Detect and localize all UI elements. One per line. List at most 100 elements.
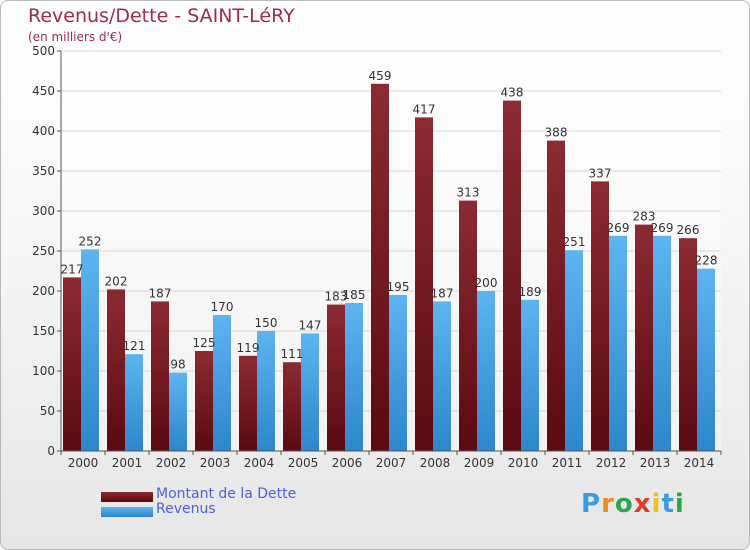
logo-letter: r (601, 489, 615, 519)
bar-revenue (477, 291, 495, 451)
legend-swatch-revenue (101, 507, 153, 517)
data-label-revenue: 228 (695, 254, 718, 268)
x-tick-label: 2010 (508, 456, 539, 470)
logo-letter: i (651, 489, 662, 519)
bar-revenue (301, 333, 319, 451)
proxiti-logo: Proxiti (581, 489, 685, 519)
data-label-debt: 283 (633, 210, 656, 224)
x-tick-label: 2003 (200, 456, 231, 470)
data-label-revenue: 98 (170, 358, 185, 372)
bar-revenue (257, 331, 275, 451)
chart-title: Revenus/Dette - SAINT-LéRY (28, 5, 295, 27)
y-tick-label: 400 (32, 124, 55, 138)
bar-revenue (697, 268, 715, 451)
bar-revenue (433, 301, 451, 451)
bar-revenue (609, 235, 627, 451)
bar-revenue (213, 315, 231, 451)
x-tick-label: 2005 (288, 456, 319, 470)
data-label-revenue: 187 (431, 286, 454, 300)
data-label-revenue: 269 (607, 221, 630, 235)
legend-swatch-debt (101, 492, 153, 502)
bar-revenue (125, 354, 143, 451)
x-tick-label: 2007 (376, 456, 407, 470)
bar-debt (503, 100, 521, 451)
x-tick-label: 2014 (684, 456, 715, 470)
x-tick-label: 2013 (640, 456, 671, 470)
bar-debt (459, 200, 477, 451)
x-tick-label: 2008 (420, 456, 451, 470)
y-tick-label: 500 (32, 44, 55, 58)
x-tick-label: 2009 (464, 456, 495, 470)
bar-debt (415, 117, 433, 452)
y-tick-label: 300 (32, 204, 55, 218)
logo-letter: o (614, 489, 634, 519)
bar-revenue (565, 250, 583, 451)
y-tick-label: 350 (32, 164, 55, 178)
y-tick-label: 200 (32, 284, 55, 298)
legend-label-revenue: Revenus (156, 501, 216, 517)
x-tick-label: 2001 (112, 456, 143, 470)
bar-revenue (81, 249, 99, 451)
logo-letter: P (581, 489, 602, 519)
bar-debt (151, 301, 169, 451)
bar-debt (107, 289, 125, 451)
logo-letter: t (661, 489, 675, 519)
data-label-revenue: 269 (651, 221, 674, 235)
data-label-revenue: 195 (387, 280, 410, 294)
x-tick-label: 2002 (156, 456, 187, 470)
legend-label-debt: Montant de la Dette (156, 486, 297, 502)
bar-revenue (169, 372, 187, 451)
y-tick-label: 50 (40, 404, 55, 418)
data-label-debt: 266 (677, 223, 700, 237)
bar-debt (591, 181, 609, 451)
y-tick-label: 150 (32, 324, 55, 338)
data-label-revenue: 185 (343, 288, 366, 302)
y-tick-label: 450 (32, 84, 55, 98)
x-tick-label: 2011 (552, 456, 583, 470)
x-tick-label: 2006 (332, 456, 363, 470)
data-label-debt: 313 (457, 186, 480, 200)
data-label-debt: 388 (545, 126, 568, 140)
data-label-debt: 417 (413, 102, 436, 116)
y-tick-label: 0 (47, 444, 55, 458)
x-tick-label: 2004 (244, 456, 275, 470)
logo-letter: x (633, 489, 652, 519)
data-label-revenue: 189 (519, 285, 542, 299)
y-tick-label: 250 (32, 244, 55, 258)
data-label-debt: 183 (325, 290, 348, 304)
bar-debt (195, 351, 213, 451)
data-label-revenue: 147 (299, 318, 322, 332)
data-label-debt: 217 (61, 262, 84, 276)
logo-letter: i (674, 489, 685, 519)
data-label-debt: 187 (149, 286, 172, 300)
bar-debt (679, 238, 697, 451)
bar-debt (239, 355, 257, 451)
bar-debt (63, 277, 81, 451)
bar-debt (635, 224, 653, 451)
data-label-debt: 202 (105, 274, 128, 288)
chart-subtitle: (en milliers d'€) (28, 30, 123, 44)
bar-revenue (653, 235, 671, 451)
data-label-revenue: 251 (563, 235, 586, 249)
y-tick-label: 100 (32, 364, 55, 378)
data-label-debt: 125 (193, 336, 216, 350)
bar-revenue (345, 303, 363, 451)
x-tick-label: 2012 (596, 456, 627, 470)
bar-debt (283, 362, 301, 451)
data-label-revenue: 200 (475, 276, 498, 290)
bar-debt (327, 304, 345, 451)
data-label-revenue: 252 (79, 234, 102, 248)
x-tick-label: 2000 (68, 456, 99, 470)
data-label-debt: 459 (369, 69, 392, 83)
data-label-revenue: 121 (123, 339, 146, 353)
data-label-debt: 438 (501, 86, 524, 100)
data-label-debt: 119 (237, 341, 260, 355)
data-label-revenue: 150 (255, 316, 278, 330)
bar-revenue (521, 299, 539, 451)
data-label-debt: 337 (589, 166, 612, 180)
data-label-debt: 111 (281, 347, 304, 361)
bar-debt (371, 83, 389, 452)
bar-debt (547, 140, 565, 451)
